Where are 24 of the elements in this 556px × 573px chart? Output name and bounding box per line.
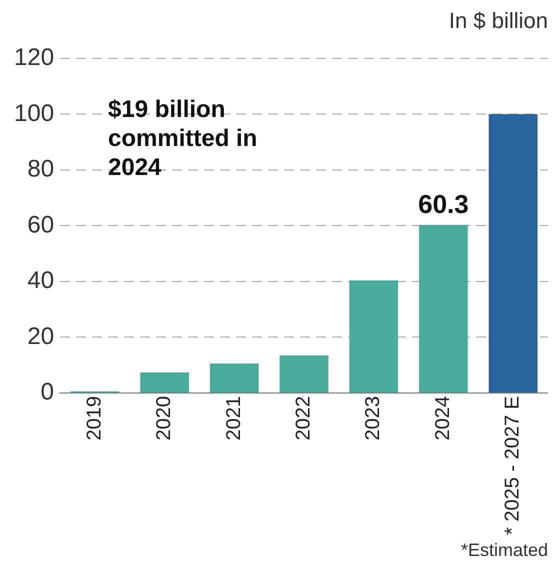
y-tick-label: 80 xyxy=(27,156,54,183)
y-tick-label: 120 xyxy=(14,44,54,72)
y-tick-label: 60 xyxy=(27,211,54,238)
x-tick-label: * 2025 - 2027 E xyxy=(502,396,524,536)
bar xyxy=(210,363,259,393)
bar xyxy=(488,114,538,393)
x-tick-label: 2022 xyxy=(292,396,315,441)
x-tick-label: 2020 xyxy=(153,396,176,441)
bar xyxy=(280,355,328,393)
x-tick-label: 2021 xyxy=(222,396,245,441)
bar xyxy=(419,224,468,393)
x-tick-label: 2023 xyxy=(362,396,384,441)
annotation: $19 billion committed in 2024 xyxy=(108,96,258,182)
bar xyxy=(349,280,398,393)
y-tick-label: 20 xyxy=(27,322,54,350)
y-tick-label: 0 xyxy=(40,378,54,406)
y-axis-title: In $ billion xyxy=(448,8,548,35)
text: *Estimated xyxy=(460,540,548,560)
data-label: 60.3 xyxy=(418,189,469,220)
x-tick-label: 2024 xyxy=(432,396,454,441)
y-tick-label: 40 xyxy=(27,267,54,294)
y-tick-label: 100 xyxy=(14,100,54,127)
bar xyxy=(140,372,190,393)
x-tick-label: 2019 xyxy=(83,396,106,441)
